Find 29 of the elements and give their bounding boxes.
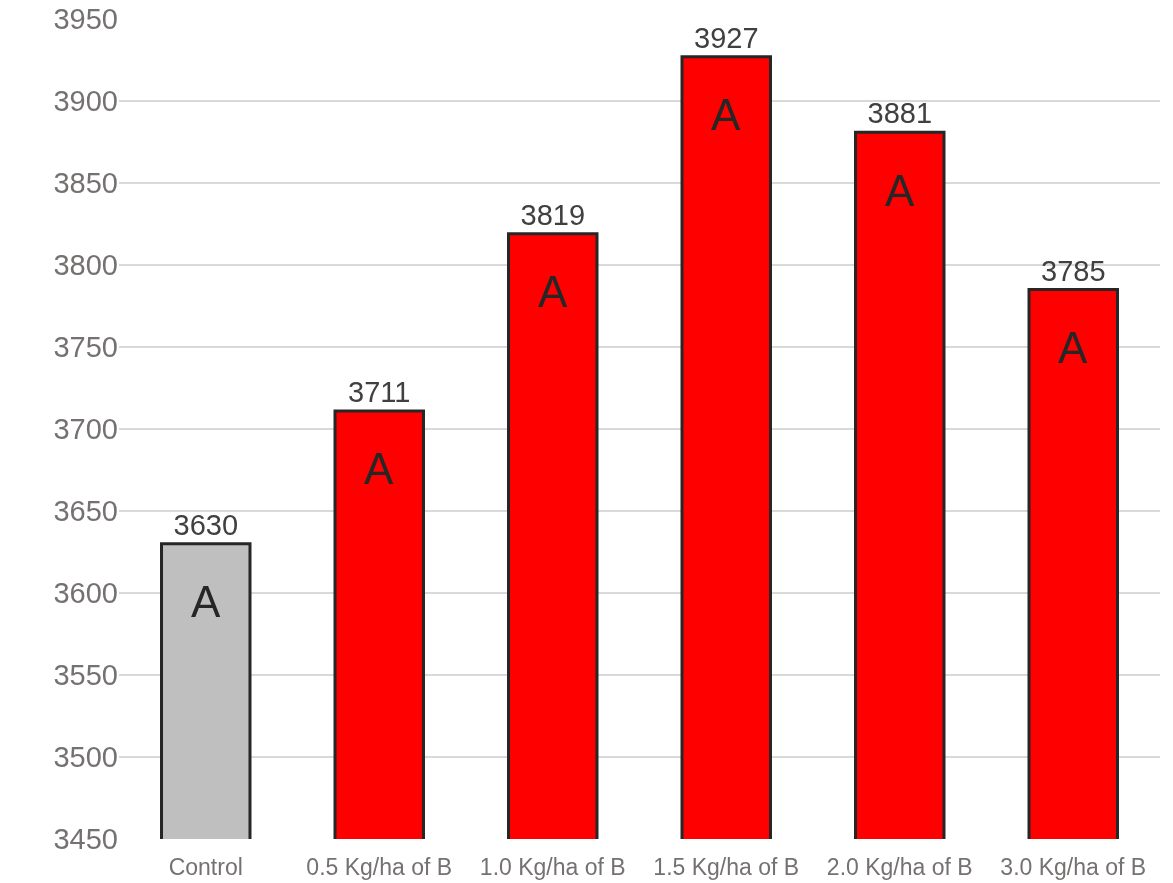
y-tick-label: 3800 — [53, 249, 118, 282]
annotation: A — [538, 267, 568, 316]
annotation: A — [191, 577, 221, 626]
y-tick-label: 3900 — [53, 85, 118, 118]
y-tick-label: 3850 — [53, 167, 118, 200]
annotation: A — [711, 90, 741, 139]
data-label: 3785 — [1040, 254, 1106, 287]
data-label: 3711 — [348, 375, 411, 408]
x-tick-label: 2.0 Kg/ha of B — [826, 854, 973, 880]
y-tick-label: 3700 — [53, 413, 118, 446]
x-tick-label: 1.0 Kg/ha of B — [479, 854, 626, 880]
y-tick-label: 3950 — [53, 3, 118, 36]
x-tick-label: 0.5 Kg/ha of B — [306, 854, 453, 880]
y-tick-label: 3650 — [53, 495, 118, 528]
y-tick-label: 3550 — [53, 659, 118, 692]
x-tick-label: 3.0 Kg/ha of B — [1000, 854, 1147, 880]
annotation: A — [885, 166, 915, 215]
y-tick-label: 3500 — [53, 741, 118, 774]
annotation: A — [1058, 323, 1088, 372]
data-label: 3881 — [867, 97, 933, 130]
x-tick-label: Control — [168, 854, 243, 880]
y-tick-label: 3750 — [53, 331, 118, 364]
data-label: 3927 — [693, 21, 759, 54]
annotation: A — [364, 444, 394, 493]
data-label: 3630 — [173, 508, 239, 541]
y-tick-label: 3450 — [53, 823, 118, 856]
data-label: 3819 — [520, 198, 586, 231]
y-tick-label: 3600 — [53, 577, 118, 610]
x-tick-label: 1.5 Kg/ha of B — [653, 854, 800, 880]
